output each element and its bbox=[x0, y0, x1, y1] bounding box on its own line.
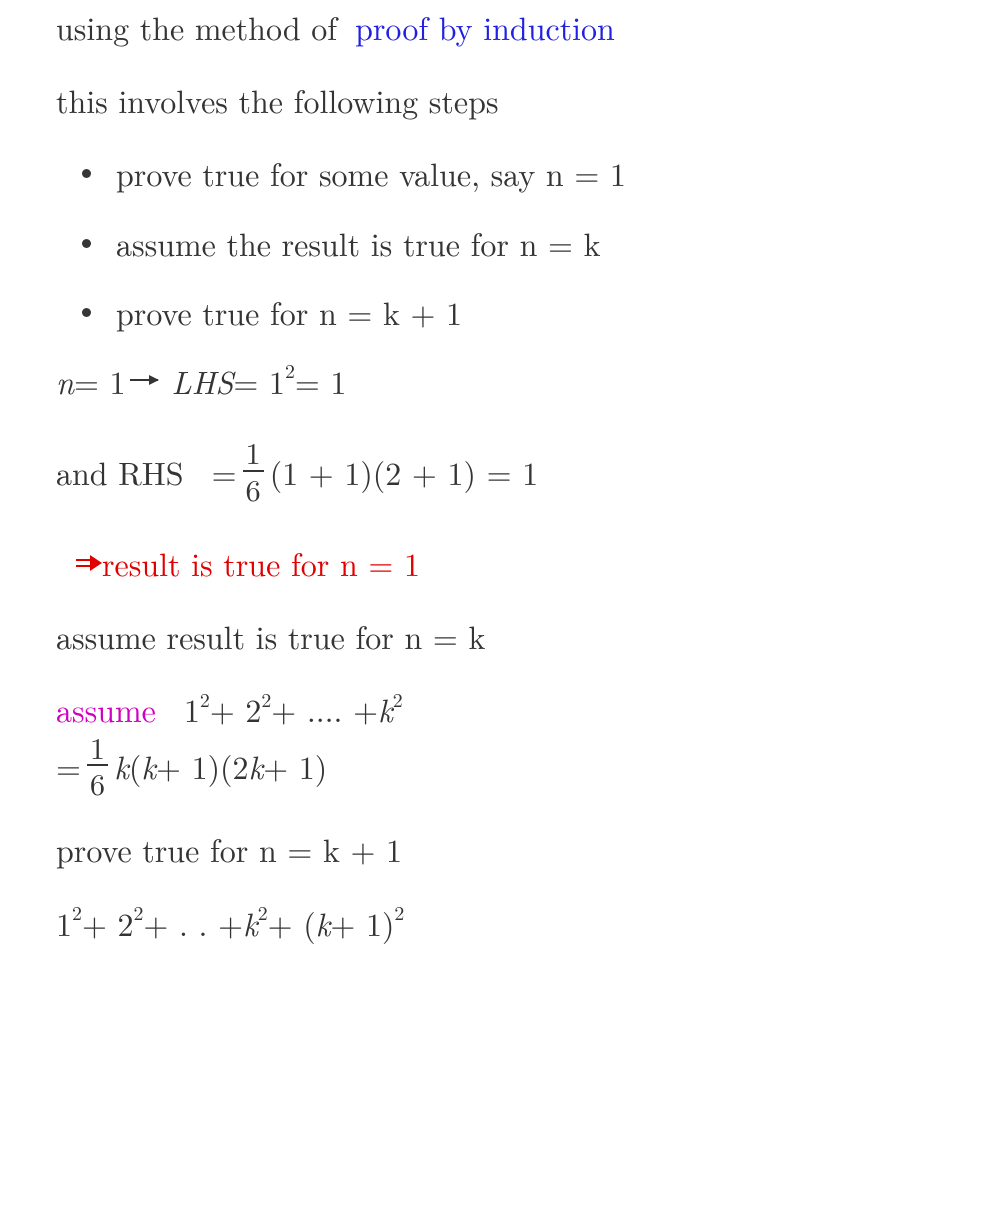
bullet-icon bbox=[56, 169, 116, 178]
superscript: 2 bbox=[393, 686, 403, 713]
text: + ( bbox=[268, 902, 316, 945]
proof-page: using the method of proof by induction t… bbox=[0, 0, 996, 1216]
text: = 1 bbox=[295, 360, 347, 403]
text: + 1) bbox=[330, 902, 394, 945]
result-true-text: result is true for n = 1 bbox=[102, 542, 420, 585]
var-n: n bbox=[56, 360, 74, 403]
lhs-label: LHS bbox=[172, 360, 234, 403]
assume-word: assume bbox=[56, 688, 156, 731]
induction-link[interactable]: proof by induction bbox=[355, 6, 615, 49]
intro-line-1: using the method of proof by induction bbox=[56, 6, 952, 49]
superscript: 2 bbox=[394, 899, 404, 926]
fraction-num: 1 bbox=[243, 437, 264, 467]
superscript: 2 bbox=[72, 899, 82, 926]
var-k: k bbox=[316, 902, 331, 945]
fraction-den: 6 bbox=[87, 768, 108, 798]
superscript: 2 bbox=[261, 686, 271, 713]
var-k: k bbox=[243, 902, 258, 945]
implies-icon bbox=[76, 556, 100, 570]
text: ( bbox=[129, 745, 141, 788]
text: (1 + 1)(2 + 1) = 1 bbox=[270, 451, 538, 494]
rhs-lead: and RHS bbox=[56, 451, 184, 494]
text: = bbox=[56, 745, 81, 788]
superscript: 2 bbox=[134, 899, 144, 926]
superscript: 2 bbox=[200, 686, 210, 713]
assume-series: assume 1 2 + 2 2 + .... + k 2 bbox=[56, 688, 952, 731]
assume-rhs: = 1 6 k ( k + 1)(2 k + 1) bbox=[56, 734, 952, 801]
text: + 1)(2 bbox=[156, 745, 248, 788]
list-item-label: assume the result is true for n = k bbox=[116, 222, 600, 265]
text: 1 bbox=[184, 688, 200, 731]
superscript: 2 bbox=[258, 899, 268, 926]
text: + .... + bbox=[271, 688, 378, 731]
fraction-num: 1 bbox=[87, 732, 108, 762]
var-k: k bbox=[141, 745, 156, 788]
steps-list: prove true for some value, say n = 1 ass… bbox=[56, 152, 952, 334]
text: + . . + bbox=[143, 902, 243, 945]
assume-line: assume result is true for n = k bbox=[56, 615, 952, 658]
step-series: 1 2 + 2 2 + . . + k 2 + ( k + 1) 2 bbox=[56, 902, 952, 945]
list-item-label: prove true for n = k + 1 bbox=[116, 291, 462, 334]
result-true-n1: result is true for n = 1 bbox=[56, 542, 952, 585]
list-item: prove true for n = k + 1 bbox=[56, 291, 952, 334]
text: 1 bbox=[56, 902, 72, 945]
bullet-icon bbox=[56, 308, 116, 317]
text: = bbox=[212, 451, 237, 494]
var-k: k bbox=[114, 745, 129, 788]
text: + 1) bbox=[263, 745, 327, 788]
var-k: k bbox=[378, 688, 393, 731]
bullet-icon bbox=[56, 239, 116, 248]
text: = 1 bbox=[233, 360, 285, 403]
fraction-one-sixth: 1 6 bbox=[243, 437, 264, 504]
fraction-den: 6 bbox=[243, 474, 264, 504]
base-case-rhs: and RHS = 1 6 (1 + 1)(2 + 1) = 1 bbox=[56, 439, 952, 506]
superscript: 2 bbox=[285, 357, 295, 384]
intro-line-1a: using the method of bbox=[56, 6, 337, 49]
text: + 2 bbox=[82, 902, 134, 945]
arrow-right-icon bbox=[130, 379, 158, 381]
text: + 2 bbox=[210, 688, 262, 731]
list-item: prove true for some value, say n = 1 bbox=[56, 152, 952, 195]
list-item-label: prove true for some value, say n = 1 bbox=[116, 152, 626, 195]
list-item: assume the result is true for n = k bbox=[56, 222, 952, 265]
text: = 1 bbox=[74, 360, 126, 403]
var-k: k bbox=[248, 745, 263, 788]
prove-step-line: prove true for n = k + 1 bbox=[56, 828, 952, 871]
fraction-one-sixth: 1 6 bbox=[87, 732, 108, 799]
intro-line-2: this involves the following steps bbox=[56, 79, 952, 122]
base-case-lhs: n = 1 LHS = 1 2 = 1 bbox=[56, 360, 952, 403]
